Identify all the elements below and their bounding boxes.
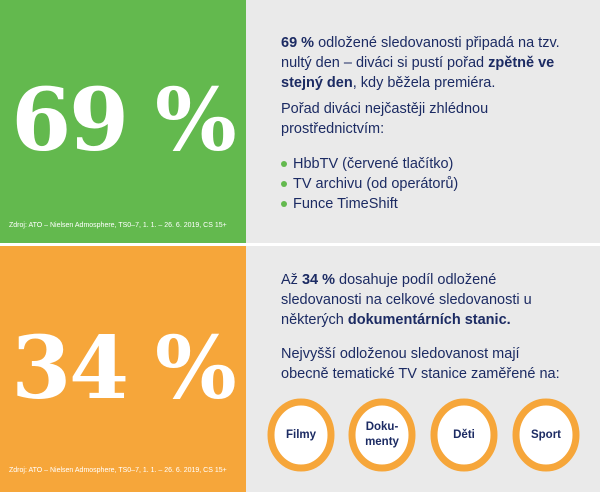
ring-icon [430, 398, 498, 472]
paragraph-via: Pořad diváci nejčastěji zhlédnou prostře… [281, 101, 489, 137]
text-b: , kdy běžela premiéra. [352, 75, 496, 91]
bullet-icon [281, 181, 287, 187]
bullet-icon [281, 161, 287, 167]
method-list: HbbTV (červené tlačítko) TV archivu (od … [281, 154, 458, 214]
source-note-top: Zdroj: ATO – Nielsen Admosphere, TS0–7, … [9, 222, 227, 229]
text-a: odložené sledovanosti připadá na tzv. nu… [281, 35, 560, 71]
list-item: TV archivu (od operátorů) [281, 174, 458, 194]
text-panel-top [246, 0, 600, 243]
strong-same-day: zpětně ve stejný den [281, 55, 555, 91]
big-number-69: 69 % [11, 70, 236, 171]
bullet-icon [281, 201, 287, 207]
category-circle-dokumenty: Doku-menty [348, 398, 416, 472]
big-number-34: 34 % [11, 318, 236, 419]
ring-icon [348, 398, 416, 472]
paragraph-thematic: Nejvyšší odloženou sledovanost mají obec… [281, 346, 560, 382]
highlight-box-34: 34 % Zdroj: ATO – Nielsen Admosphere, TS… [0, 246, 246, 492]
category-circle-filmy: Filmy [267, 398, 335, 472]
strong-documentary: dokumentárních stanic. [347, 312, 511, 328]
ring-icon [512, 398, 580, 472]
source-note-bottom: Zdroj: ATO – Nielsen Admosphere, TS0–7, … [9, 467, 227, 474]
list-item: Funce TimeShift [281, 194, 458, 214]
section-69: 69 % Zdroj: ATO – Nielsen Admosphere, TS… [0, 0, 600, 243]
highlight-box-69: 69 % Zdroj: ATO – Nielsen Admosphere, TS… [0, 0, 246, 243]
strong-34: 34 % [301, 272, 336, 288]
strong-69: 69 % [281, 35, 315, 51]
paragraph-zero-day: 69 % odložené sledovanosti připadá na tz… [281, 33, 581, 93]
list-item: HbbTV (červené tlačítko) [281, 154, 458, 174]
category-circle-sport: Sport [512, 398, 580, 472]
paragraph-documentary: Až 34 % dosahuje podíl odložené sledovan… [281, 272, 532, 328]
ring-icon [267, 398, 335, 472]
category-circle-deti: Děti [430, 398, 498, 472]
